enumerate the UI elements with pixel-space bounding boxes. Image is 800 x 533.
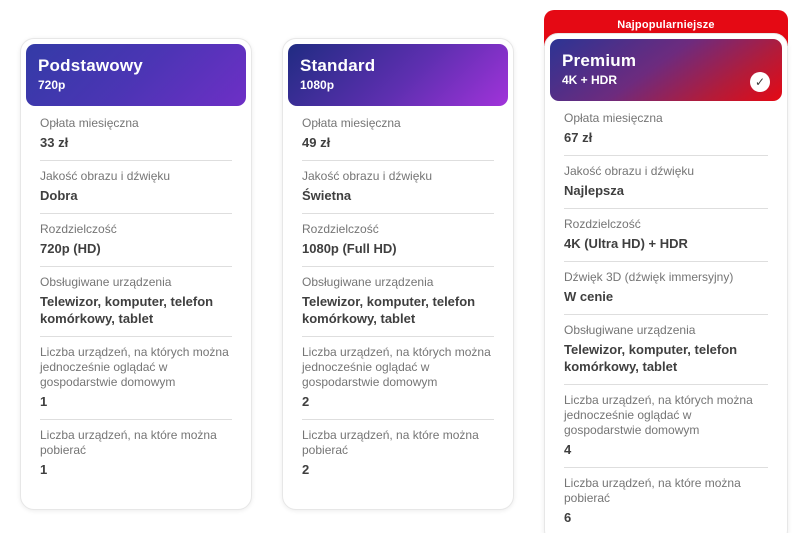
feature-value: 2 — [302, 462, 310, 477]
feature-value: 1080p (Full HD) — [302, 241, 397, 256]
plan-header-tile: Standard 1080p — [288, 44, 508, 106]
feature-value: W cenie — [564, 289, 614, 304]
feature-label: Rozdzielczość — [302, 222, 379, 236]
feature-row: Opłata miesięczna 67 zł — [564, 103, 768, 156]
plan-card-podstawowy[interactable]: Podstawowy 720p Opłata miesięczna 33 zł … — [20, 38, 252, 510]
plan-subtitle: 1080p — [300, 78, 335, 92]
feature-row: Liczba urządzeń, na których można jednoc… — [302, 337, 494, 420]
feature-row: Obsługiwane urządzenia Telewizor, komput… — [40, 267, 232, 337]
feature-row: Rozdzielczość 720p (HD) — [40, 214, 232, 267]
feature-label: Opłata miesięczna — [302, 116, 401, 130]
feature-value: 2 — [302, 394, 310, 409]
plan-features: Opłata miesięczna 33 zł Jakość obrazu i … — [26, 106, 246, 487]
plan-card-standard[interactable]: Standard 1080p Opłata miesięczna 49 zł J… — [282, 38, 514, 510]
feature-value: Świetna — [302, 188, 352, 203]
feature-value: 720p (HD) — [40, 241, 101, 256]
plan-header-tile: Podstawowy 720p — [26, 44, 246, 106]
feature-value: 4 — [564, 442, 572, 457]
feature-label: Liczba urządzeń, na których można jednoc… — [40, 345, 229, 389]
plan-title: Standard — [300, 56, 376, 75]
feature-row: Jakość obrazu i dźwięku Najlepsza — [564, 156, 768, 209]
feature-value: Telewizor, komputer, telefon komórkowy, … — [564, 342, 738, 374]
feature-label: Obsługiwane urządzenia — [302, 275, 434, 289]
feature-label: Obsługiwane urządzenia — [40, 275, 172, 289]
feature-label: Jakość obrazu i dźwięku — [40, 169, 171, 183]
feature-label: Jakość obrazu i dźwięku — [564, 164, 695, 178]
feature-row: Liczba urządzeń, na które można pobierać… — [40, 420, 232, 487]
feature-label: Rozdzielczość — [40, 222, 117, 236]
plan-card-premium[interactable]: Premium 4K + HDR ✓ Opłata miesięczna 67 … — [544, 33, 788, 533]
feature-label: Obsługiwane urządzenia — [564, 323, 696, 337]
most-popular-badge-label: Najpopularniejsze — [617, 19, 715, 31]
feature-row: Jakość obrazu i dźwięku Świetna — [302, 161, 494, 214]
feature-value: Najlepsza — [564, 183, 624, 198]
selected-check-icon: ✓ — [750, 72, 770, 92]
plan-features: Opłata miesięczna 67 zł Jakość obrazu i … — [550, 101, 782, 533]
plan-title: Premium — [562, 51, 637, 70]
feature-value: Dobra — [40, 188, 78, 203]
feature-row: Liczba urządzeń, na które można pobierać… — [302, 420, 494, 487]
feature-row: Opłata miesięczna 33 zł — [40, 108, 232, 161]
feature-row: Obsługiwane urządzenia Telewizor, komput… — [564, 315, 768, 385]
feature-row: Jakość obrazu i dźwięku Dobra — [40, 161, 232, 214]
feature-label: Liczba urządzeń, na które można pobierać — [302, 428, 479, 457]
feature-label: Rozdzielczość — [564, 217, 641, 231]
plan-subtitle: 720p — [38, 78, 66, 92]
feature-value: 33 zł — [40, 135, 69, 150]
feature-label: Jakość obrazu i dźwięku — [302, 169, 433, 183]
feature-value: 4K (Ultra HD) + HDR — [564, 236, 688, 251]
feature-label: Dźwięk 3D (dźwięk immersyjny) — [564, 270, 734, 284]
feature-row: Liczba urządzeń, na których można jednoc… — [564, 385, 768, 468]
plan-title: Podstawowy — [38, 56, 143, 75]
premium-card-wrap: Najpopularniejsze Premium 4K + HDR ✓ Opł… — [544, 10, 788, 533]
plan-features: Opłata miesięczna 49 zł Jakość obrazu i … — [288, 106, 508, 487]
feature-label: Opłata miesięczna — [40, 116, 139, 130]
feature-value: Telewizor, komputer, telefon komórkowy, … — [40, 294, 214, 326]
feature-label: Liczba urządzeń, na których można jednoc… — [302, 345, 491, 389]
feature-value: 1 — [40, 462, 48, 477]
feature-row: Rozdzielczość 4K (Ultra HD) + HDR — [564, 209, 768, 262]
feature-label: Liczba urządzeń, na które można pobierać — [40, 428, 217, 457]
plan-header-tile: Premium 4K + HDR ✓ — [550, 39, 782, 101]
feature-label: Opłata miesięczna — [564, 111, 663, 125]
feature-label: Liczba urządzeń, na które można pobierać — [564, 476, 741, 505]
feature-label: Liczba urządzeń, na których można jednoc… — [564, 393, 753, 437]
feature-row: Opłata miesięczna 49 zł — [302, 108, 494, 161]
feature-row: Liczba urządzeń, na których można jednoc… — [40, 337, 232, 420]
plan-subtitle: 4K + HDR — [562, 73, 618, 87]
feature-value: 67 zł — [564, 130, 593, 145]
check-glyph: ✓ — [754, 75, 766, 89]
feature-row: Obsługiwane urządzenia Telewizor, komput… — [302, 267, 494, 337]
feature-row: Dźwięk 3D (dźwięk immersyjny) W cenie — [564, 262, 768, 315]
feature-row: Liczba urządzeń, na które można pobierać… — [564, 468, 768, 533]
feature-row: Rozdzielczość 1080p (Full HD) — [302, 214, 494, 267]
feature-value: Telewizor, komputer, telefon komórkowy, … — [302, 294, 476, 326]
feature-value: 1 — [40, 394, 48, 409]
feature-value: 6 — [564, 510, 572, 525]
feature-value: 49 zł — [302, 135, 331, 150]
